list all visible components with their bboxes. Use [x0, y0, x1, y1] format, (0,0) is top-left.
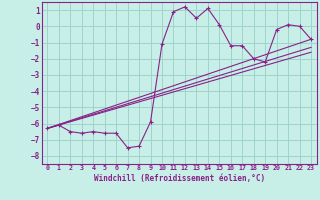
X-axis label: Windchill (Refroidissement éolien,°C): Windchill (Refroidissement éolien,°C) [94, 174, 265, 183]
